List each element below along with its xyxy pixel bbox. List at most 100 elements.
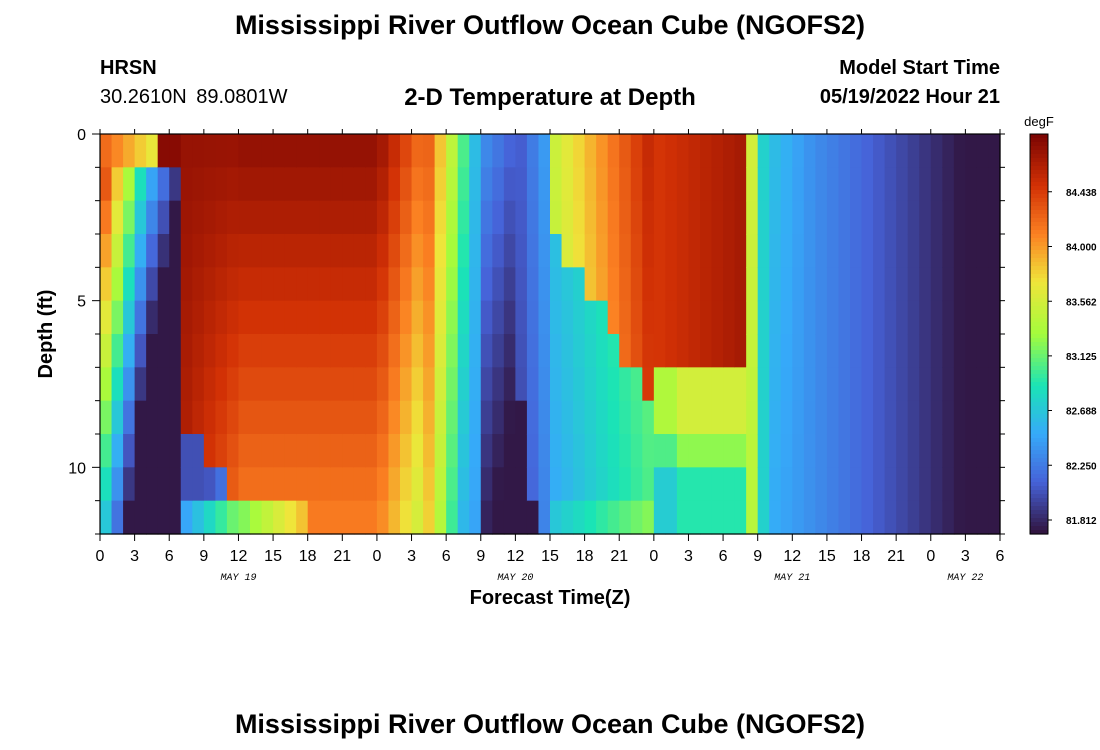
- heatmap-cell: [457, 500, 470, 535]
- heatmap-cell: [492, 500, 505, 535]
- heatmap-cell: [388, 500, 401, 535]
- heatmap-cell: [146, 134, 159, 168]
- heatmap-cell: [146, 367, 159, 402]
- heatmap-cell: [723, 300, 736, 335]
- heatmap-cell: [538, 500, 551, 535]
- heatmap-cell: [180, 434, 193, 468]
- heatmap-cell: [238, 267, 251, 302]
- heatmap-cell: [284, 300, 297, 335]
- heatmap-cell: [503, 434, 516, 468]
- heatmap-cell: [734, 367, 747, 402]
- heatmap-cell: [284, 467, 297, 502]
- heatmap-cell: [388, 467, 401, 502]
- colorbar-segment: [1030, 338, 1048, 343]
- heatmap-cell: [319, 267, 332, 302]
- heatmap-cell: [792, 400, 805, 435]
- heatmap-cell: [250, 134, 263, 168]
- heatmap-cell: [446, 234, 459, 268]
- heatmap-cell: [653, 267, 666, 302]
- heatmap-cell: [192, 167, 205, 202]
- heatmap-cell: [353, 500, 366, 535]
- colorbar-label: 81.812: [1066, 516, 1097, 527]
- heatmap-cell: [711, 300, 724, 335]
- x-tick-label: 0: [926, 548, 935, 565]
- heatmap-cell: [250, 367, 263, 402]
- colorbar-segment: [1030, 266, 1048, 271]
- heatmap-cell: [665, 234, 678, 268]
- heatmap-cell: [803, 200, 816, 235]
- heatmap-cell: [226, 434, 240, 468]
- heatmap-cell: [769, 434, 782, 468]
- heatmap-cell: [850, 167, 863, 202]
- heatmap-cell: [215, 400, 228, 435]
- heatmap-cell: [607, 200, 620, 235]
- heatmap-cell: [411, 367, 424, 402]
- heatmap-cell: [319, 234, 332, 268]
- heatmap-cell: [573, 500, 586, 535]
- heatmap-cell: [838, 500, 851, 535]
- colorbar-segment: [1030, 162, 1048, 167]
- heatmap-cell: [642, 300, 655, 335]
- colorbar-segment: [1030, 154, 1048, 159]
- heatmap-cell: [665, 200, 678, 235]
- colorbar-label: 83.562: [1066, 297, 1097, 308]
- heatmap-cell: [169, 200, 182, 235]
- heatmap-cell: [665, 300, 678, 335]
- colorbar-segment: [1030, 282, 1048, 287]
- heatmap-cell: [573, 134, 586, 168]
- heatmap-cell: [596, 367, 609, 402]
- heatmap-cell: [642, 400, 655, 435]
- heatmap-cell: [503, 300, 516, 335]
- heatmap-cell: [123, 200, 136, 235]
- heatmap-cell: [134, 334, 147, 368]
- heatmap-cell: [492, 234, 505, 268]
- heatmap-cell: [907, 134, 920, 168]
- heatmap-cell: [838, 334, 851, 368]
- heatmap-cell: [596, 500, 609, 535]
- heatmap-cell: [192, 500, 205, 535]
- colorbar-segment: [1030, 378, 1048, 383]
- heatmap-cell: [123, 467, 136, 502]
- heatmap-cell: [596, 300, 609, 335]
- x-tick-label: 9: [476, 548, 485, 565]
- heatmap-cell: [734, 500, 747, 535]
- heatmap-cell: [826, 334, 840, 368]
- heatmap-cell: [469, 300, 482, 335]
- heatmap-cell: [376, 167, 390, 202]
- heatmap-cell: [446, 500, 459, 535]
- heatmap-cell: [619, 434, 632, 468]
- heatmap-cell: [330, 134, 343, 168]
- heatmap-cell: [596, 134, 609, 168]
- heatmap-cell: [330, 234, 343, 268]
- heatmap-cell: [111, 167, 124, 202]
- heatmap-cell: [619, 267, 632, 302]
- colorbar-segment: [1030, 310, 1048, 315]
- heatmap-cell: [988, 234, 1001, 268]
- heatmap-cell: [919, 167, 932, 202]
- heatmap-cell: [515, 467, 528, 502]
- heatmap-cell: [861, 267, 874, 302]
- heatmap-cell: [388, 234, 401, 268]
- heatmap-cell: [653, 167, 666, 202]
- heatmap-cell: [376, 367, 390, 402]
- heatmap-cell: [157, 367, 170, 402]
- heatmap-cell: [688, 300, 701, 335]
- heatmap-cell: [400, 134, 413, 168]
- heatmap-cell: [411, 334, 424, 368]
- heatmap-cell: [411, 234, 424, 268]
- x-tick-label: 3: [684, 548, 693, 565]
- heatmap-cell: [711, 267, 724, 302]
- heatmap-cell: [250, 334, 263, 368]
- heatmap-cell: [100, 434, 113, 468]
- heatmap-cell: [515, 367, 528, 402]
- heatmap-cell: [930, 300, 943, 335]
- heatmap-cell: [953, 300, 966, 335]
- heatmap-cell: [953, 134, 966, 168]
- heatmap-cell: [146, 334, 159, 368]
- heatmap-cell: [469, 400, 482, 435]
- heatmap-cell: [850, 300, 863, 335]
- heatmap-cell: [850, 367, 863, 402]
- heatmap-cell: [815, 267, 828, 302]
- x-tick-label: 9: [753, 548, 762, 565]
- heatmap-cell: [803, 400, 816, 435]
